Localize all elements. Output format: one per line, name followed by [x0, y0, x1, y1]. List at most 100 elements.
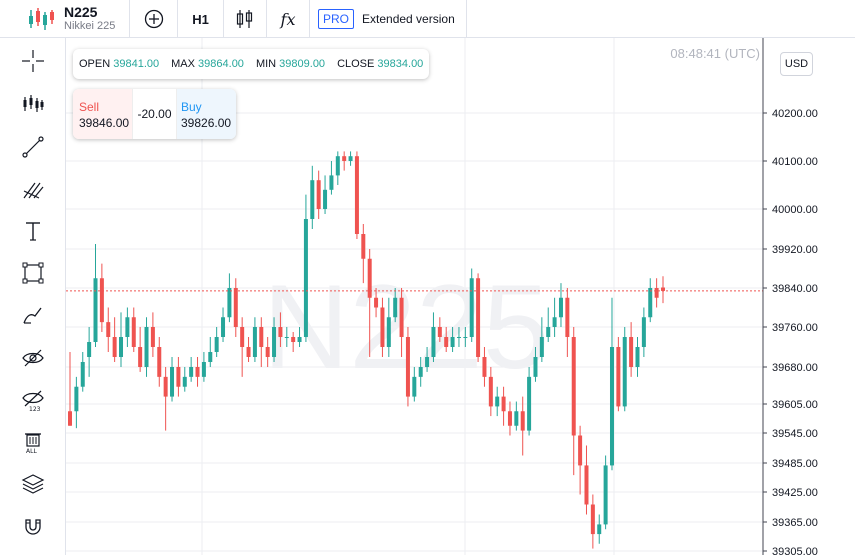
candle [106, 307, 111, 352]
pro-version-button[interactable]: PRO Extended version [310, 0, 467, 38]
sell-button[interactable]: Sell 39846.00 [73, 89, 132, 139]
candle-body [74, 386, 79, 412]
candle-body [501, 396, 506, 412]
candle-body [93, 278, 98, 342]
buy-button[interactable]: Buy 39826.00 [177, 89, 236, 139]
symbol-selector[interactable]: N225 Nikkei 225 [0, 0, 130, 38]
crosshair-tool-button[interactable] [0, 40, 66, 82]
candle-body [444, 337, 449, 347]
candle-body [265, 347, 270, 357]
candle-body [68, 411, 72, 426]
rectangle-icon [22, 262, 44, 284]
price-tick-label: 39425.00 [772, 487, 818, 499]
currency-button[interactable]: USD [780, 52, 813, 76]
candle [201, 352, 206, 382]
candle-body [201, 362, 206, 377]
candle-body [520, 411, 525, 431]
candle-body [393, 297, 398, 318]
candle [316, 170, 321, 219]
candle [539, 317, 544, 362]
text-tool-button[interactable] [0, 210, 66, 252]
price-tick-label: 40100.00 [772, 156, 818, 168]
hide-indicators-icon: 123 [22, 390, 44, 412]
price-tick-label: 39485.00 [772, 458, 818, 470]
indicators-fx-button[interactable]: fx [267, 0, 310, 38]
candle [641, 307, 646, 357]
candle [603, 455, 608, 530]
open-value: 39841.00 [113, 58, 160, 70]
brush-tool-button[interactable] [0, 294, 66, 336]
candle-body [380, 307, 385, 347]
candle [74, 376, 79, 429]
candle-body [310, 180, 315, 219]
candle [240, 317, 245, 377]
candle-body [622, 337, 627, 407]
candle-body [482, 357, 487, 377]
candle-body [539, 337, 544, 357]
extended-version-label: Extended version [362, 12, 455, 26]
candle-body [240, 327, 245, 347]
candle-body [463, 337, 468, 338]
price-chart[interactable]: N225 40200.0040100.0040000.0039920.00398… [66, 38, 855, 555]
hide-drawings-button[interactable] [0, 337, 66, 379]
candle-body [176, 367, 181, 387]
candle [246, 337, 251, 362]
candle [163, 367, 168, 431]
candle [189, 357, 194, 382]
candle [597, 514, 602, 544]
candle [208, 337, 213, 367]
remove-drawings-button[interactable]: ALL [0, 421, 66, 463]
candle-body [221, 317, 226, 337]
hide-indicators-button[interactable]: 123 [0, 379, 66, 421]
candles-series [68, 151, 665, 549]
candle [431, 312, 436, 362]
chart-type-button[interactable] [224, 0, 267, 38]
price-tick-label: 39920.00 [772, 244, 818, 256]
candle [87, 327, 92, 377]
candle-body [252, 327, 257, 357]
candle-body [597, 524, 602, 535]
candle-body [405, 337, 410, 397]
candle-body [316, 180, 321, 209]
candle [380, 297, 385, 357]
candle-body [425, 357, 430, 367]
pitchfork-tool-button[interactable] [0, 168, 66, 210]
price-tick-label: 40200.00 [772, 108, 818, 120]
price-axis[interactable]: 40200.00 40100.00 40000.00 39920.00 39840.00… [763, 108, 818, 555]
compare-add-button[interactable] [130, 0, 178, 38]
candle-body [163, 376, 168, 397]
candle-body [507, 411, 512, 426]
candle-body [476, 278, 481, 357]
layers-button[interactable] [0, 463, 66, 505]
price-tick-label: 39545.00 [772, 428, 818, 440]
candle [546, 307, 551, 342]
candle-body [412, 376, 417, 397]
trendline-tool-button[interactable] [0, 126, 66, 168]
brush-icon [23, 307, 42, 324]
candle [214, 327, 219, 357]
candle [150, 312, 155, 357]
indicators-tool-button[interactable] [0, 83, 66, 125]
price-tick-label: 39840.00 [772, 283, 818, 295]
candle-body [578, 435, 583, 466]
text-icon [26, 222, 40, 241]
candle-body [335, 156, 340, 176]
layers-icon [21, 474, 45, 494]
candle [565, 288, 570, 357]
candle [507, 401, 512, 436]
price-tick-label: 39365.00 [772, 517, 818, 529]
candle-body [138, 347, 143, 367]
rectangle-tool-button[interactable] [0, 252, 66, 294]
candle [291, 332, 296, 352]
candle [233, 278, 238, 337]
buy-price: 39826.00 [181, 116, 232, 130]
candle-body [144, 327, 149, 367]
interval-button[interactable]: H1 [178, 0, 224, 38]
magnet-button[interactable] [0, 505, 66, 547]
candle [514, 401, 519, 431]
candle [125, 307, 130, 347]
candle-body [367, 258, 372, 298]
candle [488, 367, 493, 417]
candle-body [119, 337, 124, 357]
candle-body [527, 376, 532, 431]
